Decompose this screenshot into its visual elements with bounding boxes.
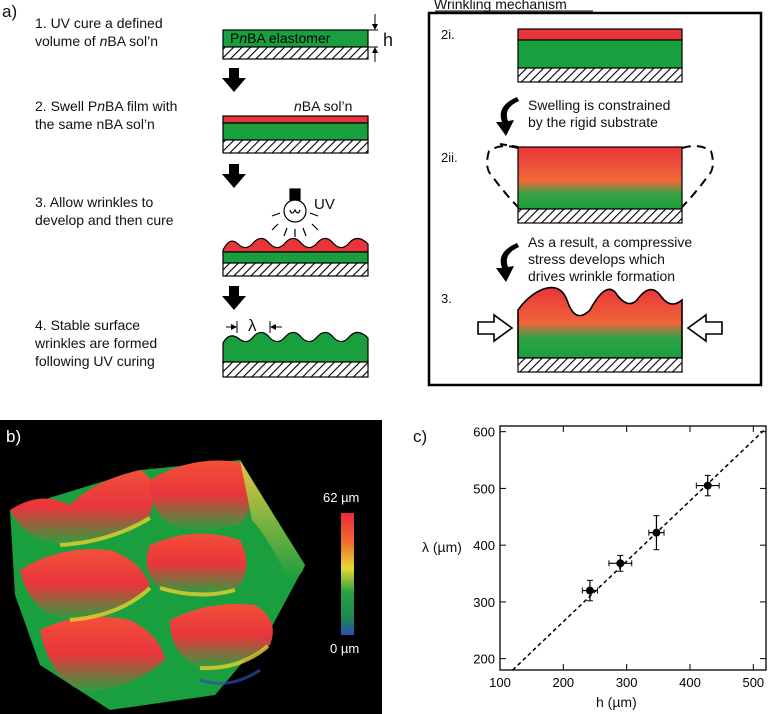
mechanism-text-2-line3: drives wrinkle formation	[528, 268, 676, 284]
panel-a-label: a)	[2, 2, 18, 21]
data-point	[616, 559, 625, 568]
surface-plot	[10, 460, 354, 710]
step-4-line2: wrinkles are formed	[35, 335, 158, 351]
mech-2ii-stack	[486, 143, 714, 224]
stage-2ii-label: 2ii.	[441, 150, 458, 165]
mechanism-box	[427, 11, 763, 387]
step-3-line1: 3. Allow wrinkles to	[35, 194, 154, 210]
step3-film-stack	[222, 237, 369, 277]
step-3-text: 3. Allow wrinkles to develop and then cu…	[35, 193, 174, 229]
step-3-line2: develop and then cure	[35, 212, 174, 228]
x-tick-label: 500	[742, 675, 764, 690]
stage-2i-label: 2i.	[441, 27, 455, 42]
y-tick-label: 600	[473, 425, 495, 440]
stage-3-label: 3.	[441, 291, 452, 306]
y-axis-label: λ (µm)	[422, 539, 462, 555]
step-2-line1: 2. Swell PnBA film with	[35, 98, 178, 114]
mechanism-text-1-line1: Swelling is constrained	[528, 97, 671, 113]
lambda-label: λ	[248, 316, 257, 335]
y-tick-label: 300	[473, 595, 495, 610]
mechanism-text-1-line2: by the rigid substrate	[528, 114, 658, 130]
step-1-line2: volume of nBA sol’n	[35, 33, 158, 49]
step-4-line3: following UV curing	[35, 353, 155, 369]
step-4-line1: 4. Stable surface	[35, 317, 141, 333]
scale-max-label: 62 µm	[323, 490, 360, 505]
x-axis-label: h (µm)	[596, 694, 637, 710]
solution-label: nBA sol’n	[294, 98, 353, 114]
step1-film-stack	[222, 14, 378, 62]
y-tick-label: 500	[473, 481, 495, 496]
y-tick-label: 400	[473, 538, 495, 553]
mechanism-text-1: Swelling is constrained by the rigid sub…	[528, 97, 670, 131]
process-arrows	[222, 68, 246, 310]
step-2-line2: the same nBA sol’n	[35, 116, 155, 132]
panel-b-image	[0, 420, 382, 714]
uv-label: UV	[314, 196, 335, 213]
mechanism-text-2-line1: As a result, a compressive	[528, 234, 693, 250]
thickness-label: h	[383, 30, 394, 50]
mech-3-stack	[477, 286, 723, 373]
panel-b-label: b)	[6, 427, 22, 446]
step4-film-stack	[222, 321, 369, 378]
step-4-text: 4. Stable surface wrinkles are formed fo…	[35, 316, 157, 370]
y-tick-label: 200	[473, 652, 495, 667]
mechanism-title: Wrinkling mechanism	[434, 0, 567, 12]
x-tick-label: 200	[552, 675, 574, 690]
data-point	[703, 481, 712, 490]
step-2-text: 2. Swell PnBA film with the same nBA sol…	[35, 97, 177, 133]
step-1-text: 1. UV cure a defined volume of nBA sol’n	[35, 14, 163, 50]
x-tick-label: 300	[616, 675, 638, 690]
panel-c-label: c)	[413, 427, 428, 446]
film-label: PnBA elastomer	[230, 30, 331, 46]
mech-2i-stack	[517, 28, 683, 83]
plot-frame	[499, 425, 767, 671]
color-scale-bar	[341, 513, 354, 635]
uv-bulb-icon	[271, 188, 319, 237]
data-point	[585, 586, 594, 595]
x-tick-label: 400	[679, 675, 701, 690]
data-point	[652, 528, 661, 537]
mechanism-text-2: As a result, a compressive stress develo…	[528, 234, 692, 285]
curved-arrow-icon	[496, 97, 519, 282]
scale-min-label: 0 µm	[330, 641, 360, 656]
fit-line	[512, 427, 767, 671]
x-tick-label: 100	[489, 675, 511, 690]
step-1-line1: 1. UV cure a defined	[35, 15, 163, 31]
mechanism-text-2-line2: stress develops which	[528, 251, 665, 267]
step2-film-stack	[222, 115, 369, 154]
